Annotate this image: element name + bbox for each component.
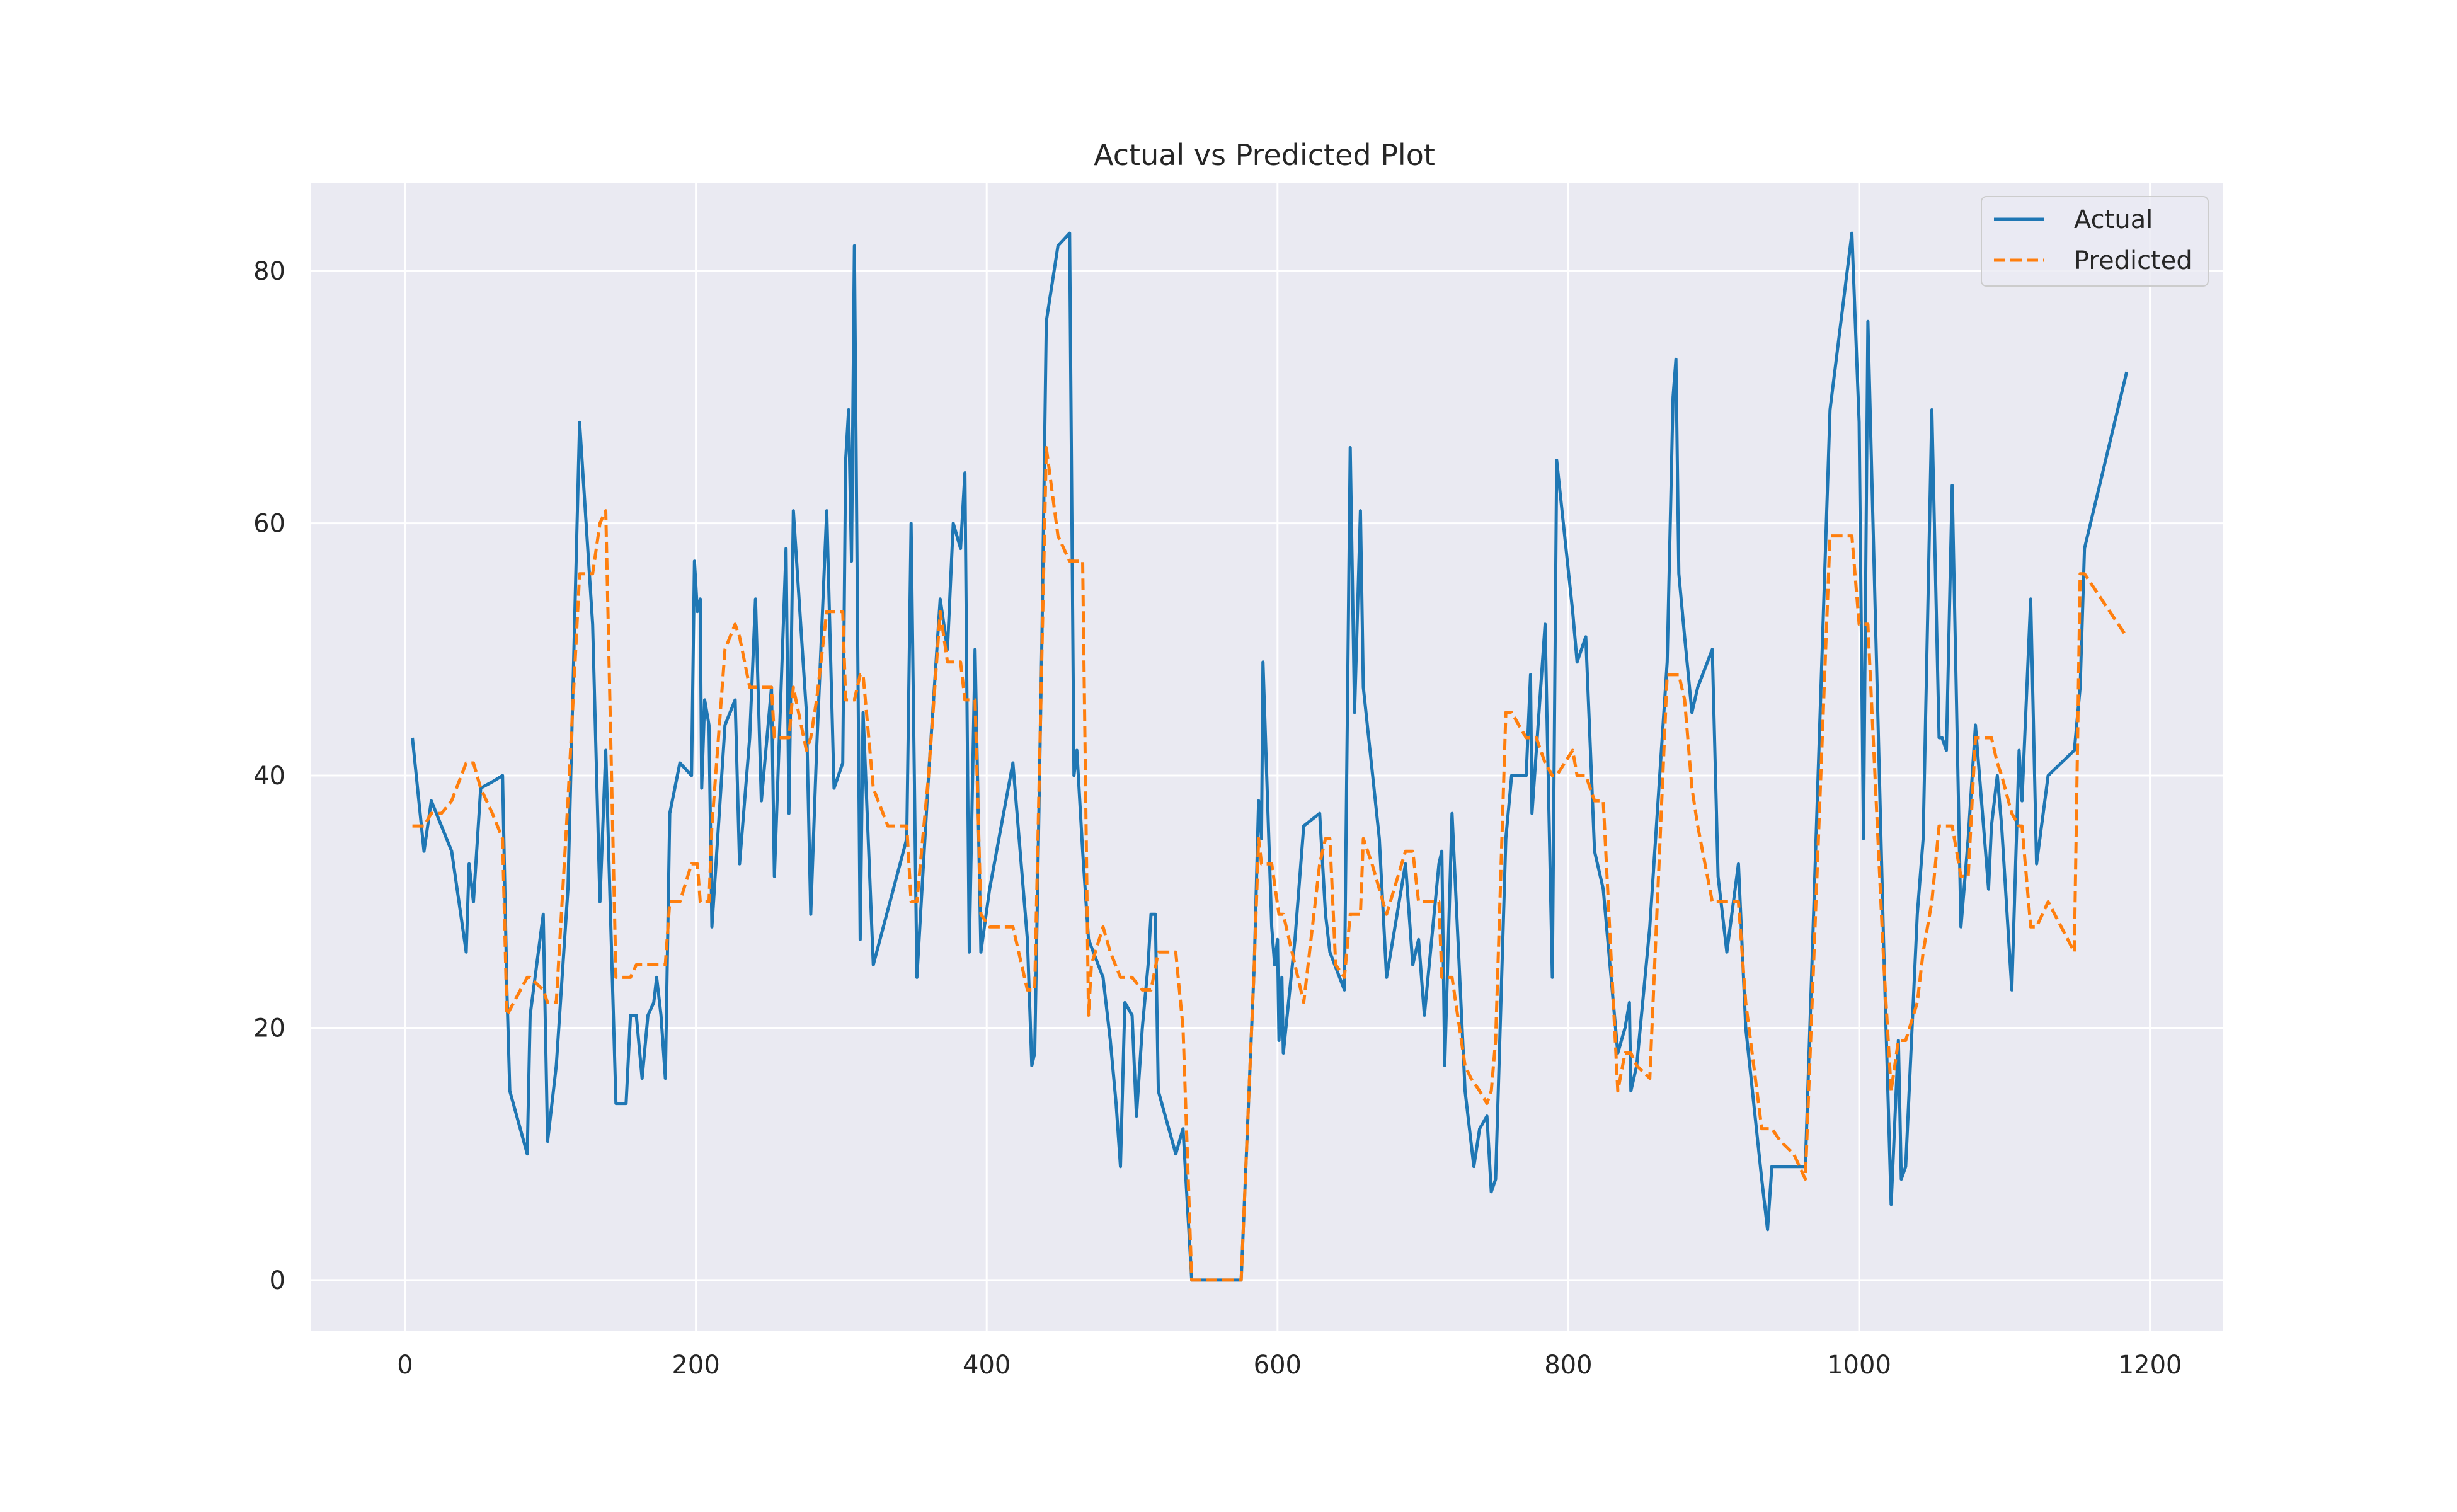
x-tick-label: 1200: [2118, 1351, 2182, 1380]
series-lines: [411, 231, 2129, 1282]
y-tick-label: 20: [253, 1014, 285, 1043]
y-tick-label: 60: [253, 510, 285, 539]
x-tick-label: 600: [1254, 1351, 1302, 1380]
x-tick-label: 200: [672, 1351, 719, 1380]
y-tick-label: 40: [253, 762, 285, 791]
x-tick-label: 400: [963, 1351, 1011, 1380]
legend: Actual Predicted: [1981, 196, 2209, 287]
series-line-predicted: [412, 446, 2128, 1282]
tick-labels: 0 200 400 600 800 1000 1200 0 20 40 60 80: [253, 257, 2182, 1380]
legend-label-actual: Actual: [2074, 205, 2153, 234]
x-tick-label: 1000: [1827, 1351, 1891, 1380]
y-tick-label: 0: [270, 1266, 285, 1295]
legend-label-predicted: Predicted: [2074, 246, 2192, 275]
x-tick-label: 0: [397, 1351, 413, 1380]
chart-title: Actual vs Predicted Plot: [1094, 138, 1435, 172]
x-tick-label: 800: [1544, 1351, 1592, 1380]
y-tick-label: 80: [253, 257, 285, 286]
